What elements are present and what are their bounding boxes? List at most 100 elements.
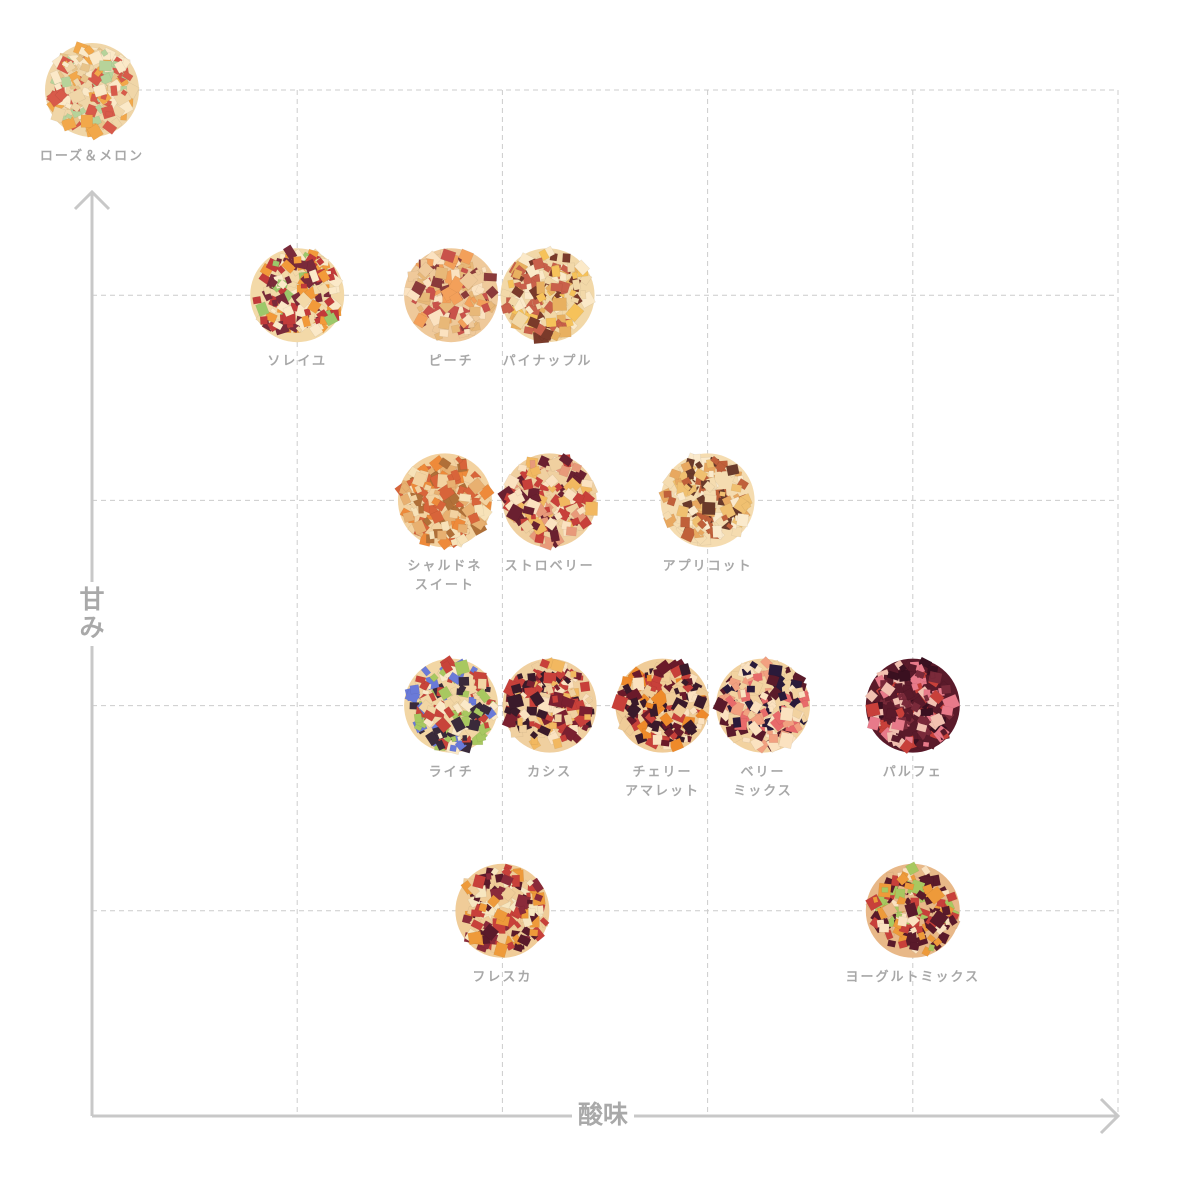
- tea-piece: [308, 268, 320, 283]
- tea-piece: [904, 901, 919, 918]
- tea-piece: [544, 474, 559, 488]
- tea-piece: [428, 530, 436, 540]
- tea-piece: [558, 325, 572, 338]
- tea-piece: [271, 259, 280, 268]
- tea-piece: [701, 500, 716, 516]
- tea-piece: [659, 712, 674, 727]
- tea-piece: [505, 941, 516, 951]
- tea-piece: [434, 716, 452, 734]
- tea-piece: [529, 690, 545, 707]
- tea-piece: [436, 482, 456, 502]
- tea-piece: [317, 269, 331, 284]
- tea-piece: [553, 683, 561, 692]
- tea-piece: [663, 726, 675, 738]
- tea-blend-mark: [501, 657, 597, 753]
- tea-piece: [414, 675, 427, 684]
- tea-piece: [518, 724, 528, 733]
- tea-piece: [524, 305, 535, 316]
- tea-piece: [295, 291, 313, 309]
- tea-piece: [576, 505, 587, 516]
- tea-piece: [462, 734, 468, 741]
- tea-piece: [571, 271, 579, 280]
- tea-piece: [271, 299, 279, 307]
- tea-piece: [672, 703, 687, 718]
- tea-piece: [422, 709, 436, 722]
- tea-piece: [558, 452, 574, 467]
- tea-piece: [268, 277, 279, 289]
- tea-piece: [899, 738, 915, 755]
- tea-piece: [510, 683, 523, 695]
- tea-piece: [896, 872, 910, 886]
- tea-piece: [470, 296, 478, 304]
- tea-piece: [402, 510, 415, 523]
- x-axis-label: 酸味: [572, 1101, 635, 1129]
- tea-piece: [460, 267, 469, 275]
- tea-piece: [83, 44, 95, 57]
- tea-piece: [429, 509, 445, 525]
- tea-piece: [793, 722, 803, 733]
- tea-piece: [252, 295, 262, 305]
- tea-piece: [936, 898, 946, 908]
- tea-piece: [879, 720, 889, 730]
- tea-piece: [584, 501, 599, 516]
- tea-piece: [554, 668, 567, 681]
- tea-piece: [120, 89, 128, 97]
- tea-piece: [545, 317, 557, 328]
- tea-piece: [570, 670, 577, 678]
- tea-piece: [778, 731, 795, 750]
- tea-piece: [722, 683, 733, 695]
- tea-piece: [439, 328, 449, 338]
- tea-piece: [460, 289, 470, 300]
- tea-piece: [517, 905, 527, 916]
- tea-piece: [420, 495, 429, 504]
- tea-piece: [741, 500, 752, 511]
- tea-label-line: アプリコット: [662, 559, 753, 575]
- tea-piece: [270, 307, 277, 315]
- tea-piece: [440, 248, 457, 264]
- tea-piece: [923, 694, 930, 702]
- tea-piece: [470, 919, 484, 931]
- tea-piece: [779, 706, 794, 722]
- tea-piece: [676, 504, 690, 519]
- tea-piece: [79, 73, 90, 84]
- tea-piece: [424, 730, 440, 747]
- tea-piece: [797, 690, 806, 699]
- tea-piece: [473, 707, 485, 718]
- tea-piece: [940, 684, 952, 695]
- axes: [73, 189, 1121, 1135]
- y-axis-label-char: 甘: [79, 585, 105, 614]
- tea-piece: [905, 861, 920, 876]
- tea-piece: [259, 315, 268, 325]
- tea-piece: [276, 264, 286, 275]
- tea-piece: [510, 310, 530, 330]
- tea-piece: [60, 76, 72, 88]
- tea-piece: [511, 268, 523, 280]
- tea-piece: [909, 926, 918, 935]
- tea-piece: [890, 734, 902, 744]
- tea-piece: [660, 739, 670, 747]
- tea-label: フレスカ: [472, 968, 532, 987]
- tea-piece: [49, 69, 63, 85]
- tea-piece: [78, 106, 87, 115]
- tea-piece: [480, 302, 491, 314]
- tea-piece: [450, 735, 457, 743]
- tea-piece: [697, 528, 705, 537]
- tea-piece: [554, 713, 562, 723]
- tea-blend-mark: [864, 656, 961, 755]
- tea-blend-mark: [865, 861, 961, 958]
- tea-piece: [529, 928, 539, 937]
- tea-piece: [719, 491, 726, 497]
- tea-piece: [468, 290, 475, 299]
- tea-piece: [105, 111, 113, 117]
- tea-piece: [412, 312, 429, 329]
- tea-piece: [903, 687, 915, 701]
- tea-piece: [581, 723, 590, 732]
- tea-piece: [481, 923, 500, 942]
- tea-piece: [920, 708, 931, 717]
- tea-piece: [791, 696, 802, 706]
- tea-piece: [939, 727, 948, 737]
- tea-piece: [777, 690, 788, 702]
- tea-piece: [663, 490, 672, 499]
- tea-piece: [940, 705, 954, 717]
- tea-piece: [409, 684, 420, 695]
